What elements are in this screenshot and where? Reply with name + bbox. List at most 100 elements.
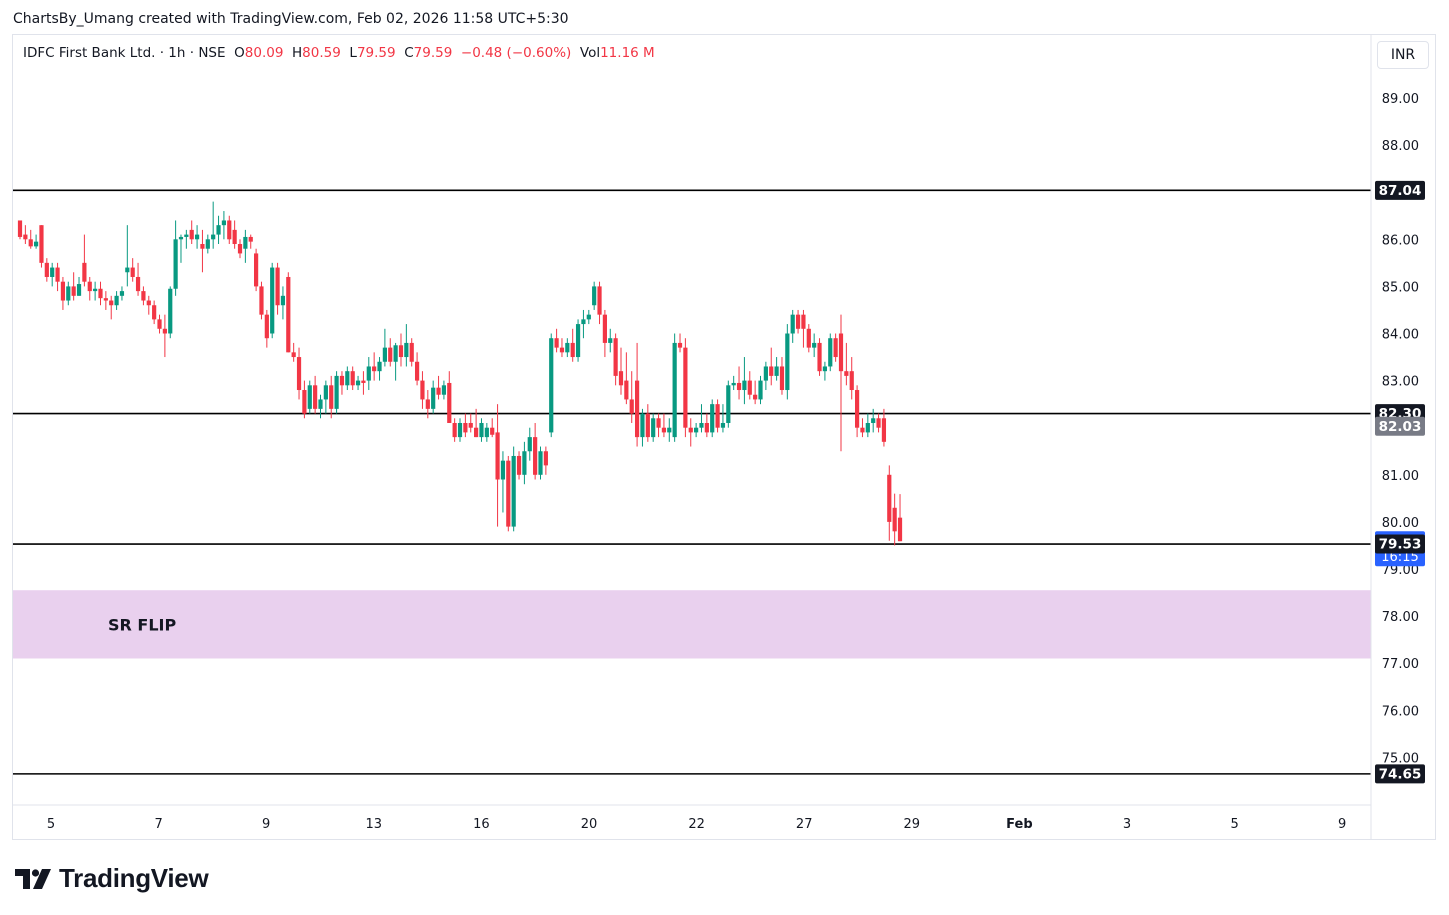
candle[interactable] xyxy=(441,380,447,400)
candle[interactable] xyxy=(248,234,253,249)
candle[interactable] xyxy=(731,375,736,391)
candle[interactable] xyxy=(227,215,232,245)
candle[interactable] xyxy=(710,399,715,438)
candle[interactable] xyxy=(307,380,312,414)
candle[interactable] xyxy=(259,281,264,320)
candle[interactable] xyxy=(495,404,500,527)
candle[interactable] xyxy=(833,333,838,362)
candle[interactable] xyxy=(350,366,355,391)
candle[interactable] xyxy=(44,258,49,282)
candle[interactable] xyxy=(313,375,318,414)
candle[interactable] xyxy=(216,215,221,245)
candle[interactable] xyxy=(838,314,844,452)
candle[interactable] xyxy=(275,262,280,315)
candle[interactable] xyxy=(779,357,785,395)
candle[interactable] xyxy=(66,281,71,306)
candle[interactable] xyxy=(291,342,296,362)
price-axis-tag[interactable]: 74.65 xyxy=(1375,764,1425,784)
candle[interactable] xyxy=(93,281,98,301)
candle[interactable] xyxy=(243,229,248,263)
candle[interactable] xyxy=(377,357,382,381)
candle[interactable] xyxy=(189,220,194,245)
candle[interactable] xyxy=(296,347,302,400)
candle[interactable] xyxy=(699,404,704,433)
candle[interactable] xyxy=(184,229,189,249)
candle[interactable] xyxy=(366,357,371,391)
candle[interactable] xyxy=(758,375,763,405)
candle[interactable] xyxy=(50,262,55,287)
candle[interactable] xyxy=(822,361,827,381)
candle[interactable] xyxy=(372,352,377,381)
candle[interactable] xyxy=(254,248,259,292)
candle[interactable] xyxy=(468,413,473,433)
candle[interactable] xyxy=(409,338,414,367)
candle[interactable] xyxy=(270,262,275,339)
candle[interactable] xyxy=(173,220,178,296)
candle[interactable] xyxy=(114,291,119,310)
candle[interactable] xyxy=(232,220,237,249)
symbol-name[interactable]: IDFC First Bank Ltd. · 1h · NSE xyxy=(23,45,226,61)
chart-pane[interactable] xyxy=(12,34,1436,840)
candle[interactable] xyxy=(211,201,216,249)
candle[interactable] xyxy=(119,286,125,301)
candle[interactable] xyxy=(774,357,779,381)
candle[interactable] xyxy=(506,455,511,532)
candle[interactable] xyxy=(130,258,135,282)
candle[interactable] xyxy=(323,380,328,414)
candle[interactable] xyxy=(559,338,565,358)
candle[interactable] xyxy=(414,352,420,386)
candle[interactable] xyxy=(404,324,409,367)
candle[interactable] xyxy=(329,375,334,419)
candle[interactable] xyxy=(162,314,167,358)
candle[interactable] xyxy=(135,262,141,296)
candle[interactable] xyxy=(602,309,607,358)
candle[interactable] xyxy=(806,324,811,353)
candle[interactable] xyxy=(152,300,157,325)
candle[interactable] xyxy=(474,408,479,438)
candle[interactable] xyxy=(17,220,23,240)
candle[interactable] xyxy=(871,408,876,433)
candle[interactable] xyxy=(747,371,752,400)
candle[interactable] xyxy=(592,281,597,310)
candle[interactable] xyxy=(339,371,345,395)
candle[interactable] xyxy=(125,225,130,287)
candle[interactable] xyxy=(178,234,184,263)
candle[interactable] xyxy=(447,371,452,423)
candle[interactable] xyxy=(522,441,527,485)
candle[interactable] xyxy=(828,333,833,372)
candle[interactable] xyxy=(286,272,291,353)
candle[interactable] xyxy=(388,338,393,367)
candle[interactable] xyxy=(640,408,645,447)
candle[interactable] xyxy=(71,272,76,301)
candle[interactable] xyxy=(98,281,103,306)
candle[interactable] xyxy=(876,413,881,433)
candle[interactable] xyxy=(194,225,200,249)
candle[interactable] xyxy=(109,295,114,320)
candle[interactable] xyxy=(812,333,817,358)
candle[interactable] xyxy=(661,413,667,438)
candle[interactable] xyxy=(897,494,903,542)
candle[interactable] xyxy=(801,309,806,348)
candle[interactable] xyxy=(302,380,307,419)
candle[interactable] xyxy=(549,333,554,438)
candle[interactable] xyxy=(795,309,801,334)
candle[interactable] xyxy=(28,229,33,249)
sr-flip-zone[interactable] xyxy=(13,590,1371,659)
candle[interactable] xyxy=(452,418,457,442)
candle[interactable] xyxy=(844,342,849,386)
candle[interactable] xyxy=(527,427,532,461)
candle[interactable] xyxy=(436,375,441,400)
candle[interactable] xyxy=(720,404,726,433)
candle[interactable] xyxy=(645,404,650,442)
candle[interactable] xyxy=(533,422,538,480)
candle[interactable] xyxy=(753,380,758,405)
candle[interactable] xyxy=(345,366,350,391)
candle[interactable] xyxy=(60,276,66,310)
candle[interactable] xyxy=(516,451,522,480)
candle[interactable] xyxy=(23,225,28,245)
candle[interactable] xyxy=(887,465,892,541)
candle[interactable] xyxy=(431,380,436,414)
candle[interactable] xyxy=(763,361,768,391)
candle[interactable] xyxy=(355,375,361,391)
candle[interactable] xyxy=(479,418,484,442)
